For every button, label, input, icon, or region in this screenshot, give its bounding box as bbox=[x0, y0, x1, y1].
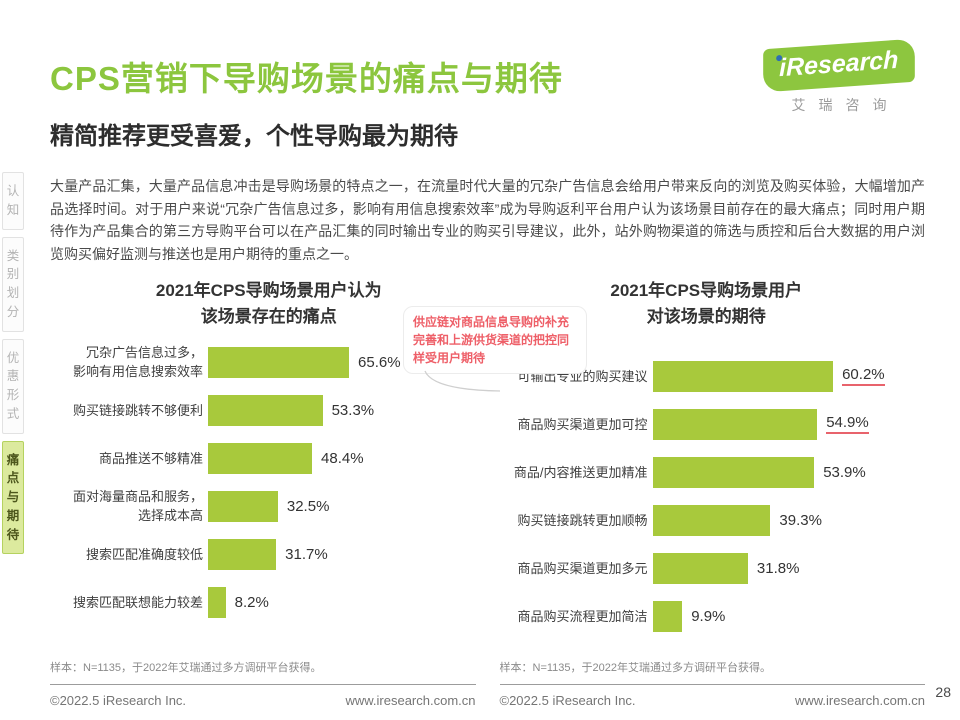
expectations-chart: 2021年CPS导购场景用户 对该场景的期待 可输出专业的购买建议 60.2% 商品… bbox=[488, 278, 926, 641]
page-footer: 样本：N=1135，于2022年艾瑞通过多方调研平台获得。 ©2022.5 iR… bbox=[50, 659, 925, 708]
bar-value: 31.7% bbox=[285, 545, 328, 563]
footer-left: 样本：N=1135，于2022年艾瑞通过多方调研平台获得。 ©2022.5 iR… bbox=[50, 659, 476, 708]
bar bbox=[652, 504, 771, 536]
page-header: CPS营销下导购场景的痛点与期待 iResearch 艾瑞咨询 精简推荐更受喜爱… bbox=[50, 0, 925, 151]
footer-line: ©2022.5 iResearch Inc. www.iresearch.com… bbox=[499, 684, 925, 708]
bar bbox=[652, 552, 748, 584]
footer-right: 样本：N=1135，于2022年艾瑞通过多方调研平台获得。 ©2022.5 iR… bbox=[499, 659, 925, 708]
bar-value: 9.9% bbox=[691, 607, 726, 625]
chart-row: 面对海量商品和服务， 选择成本高 32.5% bbox=[50, 482, 488, 530]
bar-label: 冗杂广告信息过多， 影响有用信息搜索效率 bbox=[72, 344, 203, 380]
page-number: 28 bbox=[935, 684, 951, 700]
bar bbox=[208, 586, 226, 618]
bar-value: 53.9% bbox=[823, 463, 866, 481]
page-title: CPS营销下导购场景的痛点与期待 bbox=[50, 60, 563, 97]
chart-row: 商品购买渠道更加可控 54.9% bbox=[488, 400, 926, 448]
bar-label: 搜索匹配联想能力较差 bbox=[72, 594, 203, 610]
logo-brand-chinese: 艾瑞咨询 bbox=[791, 97, 900, 113]
chart-row: 商品/内容推送更加精准 53.9% bbox=[488, 448, 926, 496]
bar bbox=[208, 490, 278, 522]
chart-title: 2021年CPS导购场景用户认为 该场景存在的痛点 bbox=[155, 280, 382, 327]
website-text: www.iresearch.com.cn bbox=[794, 693, 925, 708]
chart-row: 购买链接跳转不够便利 53.3% bbox=[50, 386, 488, 434]
sidebar-tab[interactable]: 优惠形式 bbox=[2, 338, 24, 434]
bar-label: 商品/内容推送更加精准 bbox=[513, 464, 648, 480]
iresearch-logo: iResearch 艾瑞咨询 bbox=[753, 38, 925, 115]
bar bbox=[652, 408, 818, 440]
chart-row: 商品推送不够精准 48.4% bbox=[50, 434, 488, 482]
bar-label: 商品推送不够精准 bbox=[98, 450, 203, 466]
bar-value: 31.8% bbox=[756, 559, 800, 577]
bar-label: 购买链接跳转不够便利 bbox=[72, 402, 203, 418]
bar-value: 65.6% bbox=[358, 353, 401, 371]
sample-note: 样本：N=1135，于2022年艾瑞通过多方调研平台获得。 bbox=[499, 662, 772, 674]
bar-value: 53.3% bbox=[331, 401, 375, 419]
bar-label: 面对海量商品和服务， 选择成本高 bbox=[72, 488, 203, 524]
section-tabs: 认知类别划分优惠形式痛点与期待 bbox=[2, 172, 26, 555]
sample-note: 样本：N=1135，于2022年艾瑞通过多方调研平台获得。 bbox=[50, 662, 322, 674]
chart-rows: 冗杂广告信息过多， 影响有用信息搜索效率 65.6% 购买链接跳转不够便利 53.3%… bbox=[50, 338, 488, 626]
annotation-callout: 供应链对商品信息导购的补充完善和上游供货渠道的把控同样受用户期待 bbox=[403, 305, 587, 374]
bar-label: 商品购买流程更加简洁 bbox=[517, 608, 648, 624]
website-text: www.iresearch.com.cn bbox=[345, 693, 476, 708]
sidebar-tab[interactable]: 痛点与期待 bbox=[2, 440, 24, 555]
chart-row: 搜索匹配联想能力较差 8.2% bbox=[50, 578, 488, 626]
bar-label: 商品购买渠道更加可控 bbox=[517, 416, 648, 432]
bar-value: 8.2% bbox=[234, 593, 269, 611]
bar-value: 54.9% bbox=[826, 414, 869, 435]
bar bbox=[208, 346, 350, 378]
chart-row: 搜索匹配准确度较低 31.7% bbox=[50, 530, 488, 578]
footer-line: ©2022.5 iResearch Inc. www.iresearch.com… bbox=[50, 684, 476, 708]
bar bbox=[208, 538, 277, 570]
bar-label: 商品购买渠道更加多元 bbox=[517, 560, 648, 576]
copyright-text: ©2022.5 iResearch Inc. bbox=[499, 693, 636, 708]
bar-label: 购买链接跳转更加顺畅 bbox=[517, 512, 648, 528]
copyright-text: ©2022.5 iResearch Inc. bbox=[50, 693, 187, 708]
chart-row: 可输出专业的购买建议 60.2% bbox=[488, 352, 926, 400]
sidebar-tab[interactable]: 认知 bbox=[2, 172, 24, 230]
bar bbox=[652, 360, 834, 392]
chart-rows: 可输出专业的购买建议 60.2% 商品购买渠道更加可控 54.9% 商品/内容推送更加精… bbox=[488, 352, 926, 640]
bar bbox=[652, 456, 815, 488]
chart-row: 冗杂广告信息过多， 影响有用信息搜索效率 65.6% bbox=[50, 338, 488, 386]
bar bbox=[208, 442, 313, 474]
bar-value: 32.5% bbox=[286, 497, 330, 515]
page-subtitle: 精简推荐更受喜爱，个性导购最为期待 bbox=[50, 123, 458, 150]
chart-title: 2021年CPS导购场景用户 对该场景的期待 bbox=[610, 280, 803, 327]
chart-row: 商品购买流程更加简洁 9.9% bbox=[488, 592, 926, 640]
logo-brand-text: iResearch bbox=[779, 45, 899, 83]
bar-value: 60.2% bbox=[842, 366, 885, 387]
bar-label: 搜索匹配准确度较低 bbox=[85, 546, 203, 562]
intro-paragraph: 大量产品汇集，大量产品信息冲击是导购场景的特点之一，在流量时代大量的冗杂广告信息… bbox=[50, 178, 925, 263]
chart-row: 购买链接跳转更加顺畅 39.3% bbox=[488, 496, 926, 544]
bar-value: 39.3% bbox=[779, 511, 822, 529]
logo-shape: iResearch bbox=[763, 38, 915, 93]
sidebar-tab[interactable]: 类别划分 bbox=[2, 236, 24, 332]
chart-row: 商品购买渠道更加多元 31.8% bbox=[488, 544, 926, 592]
bar-value: 48.4% bbox=[321, 449, 364, 467]
bar bbox=[208, 394, 323, 426]
charts-area: 2021年CPS导购场景用户认为 该场景存在的痛点 冗杂广告信息过多， 影响有用… bbox=[50, 278, 925, 641]
bar bbox=[652, 600, 683, 632]
pain-points-chart: 2021年CPS导购场景用户认为 该场景存在的痛点 冗杂广告信息过多， 影响有用… bbox=[50, 278, 488, 641]
